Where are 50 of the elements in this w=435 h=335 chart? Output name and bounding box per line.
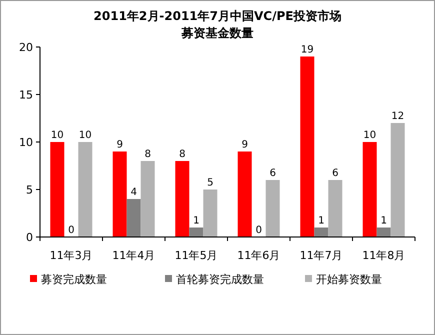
- bar: [78, 142, 92, 237]
- x-tick-label: 11年7月: [300, 249, 343, 262]
- bar: [189, 228, 204, 237]
- bar: [362, 142, 377, 237]
- bar: [50, 142, 64, 237]
- bar: [175, 161, 190, 237]
- x-tick-label: 11年3月: [50, 249, 93, 262]
- data-label: 9: [242, 140, 248, 150]
- y-tick-label: 20: [19, 41, 33, 54]
- bar: [203, 190, 218, 237]
- data-label: 8: [144, 149, 151, 160]
- data-label: 0: [68, 225, 74, 236]
- x-tick-label: 11年5月: [174, 249, 218, 262]
- data-label: 9: [116, 140, 123, 150]
- data-label: 1: [380, 216, 387, 226]
- x-tick-label: 11年6月: [237, 249, 280, 262]
- data-label: 6: [332, 168, 338, 179]
- legend-label: 首轮募资完成数量: [176, 273, 264, 286]
- bar: [390, 123, 405, 237]
- chart-subtitle: 募资基金数量: [180, 26, 254, 40]
- data-label: 19: [300, 44, 314, 56]
- data-label: 10: [78, 130, 92, 141]
- legend-label: 募资完成数量: [41, 273, 107, 286]
- data-label: 8: [179, 149, 186, 160]
- x-tick-label: 11年8月: [362, 249, 406, 262]
- bar: [376, 228, 391, 237]
- legend-label: 开始募资数量: [316, 273, 382, 286]
- bar: [300, 56, 314, 237]
- bar: [140, 161, 155, 237]
- data-label: 1: [318, 216, 324, 226]
- bar: [112, 152, 127, 237]
- chart-title: 2011年2月-2011年7月中国VC/PE投资市场: [94, 9, 342, 23]
- data-label: 0: [256, 225, 262, 236]
- data-label: 10: [50, 130, 64, 141]
- bar: [126, 199, 141, 237]
- data-label: 4: [130, 187, 137, 198]
- y-tick-label: 5: [26, 184, 33, 196]
- y-tick-label: 10: [19, 136, 33, 149]
- bar: [238, 152, 252, 237]
- x-tick-label: 11年4月: [112, 249, 156, 262]
- y-tick-label: 0: [26, 231, 33, 244]
- y-tick-label: 15: [19, 88, 33, 102]
- bar: [314, 228, 328, 237]
- bar: [266, 180, 280, 237]
- data-label: 6: [270, 168, 276, 179]
- data-label: 12: [391, 111, 404, 122]
- data-label: 10: [363, 130, 376, 141]
- data-label: 5: [207, 178, 214, 188]
- bar: [328, 180, 342, 237]
- data-label: 1: [193, 216, 200, 226]
